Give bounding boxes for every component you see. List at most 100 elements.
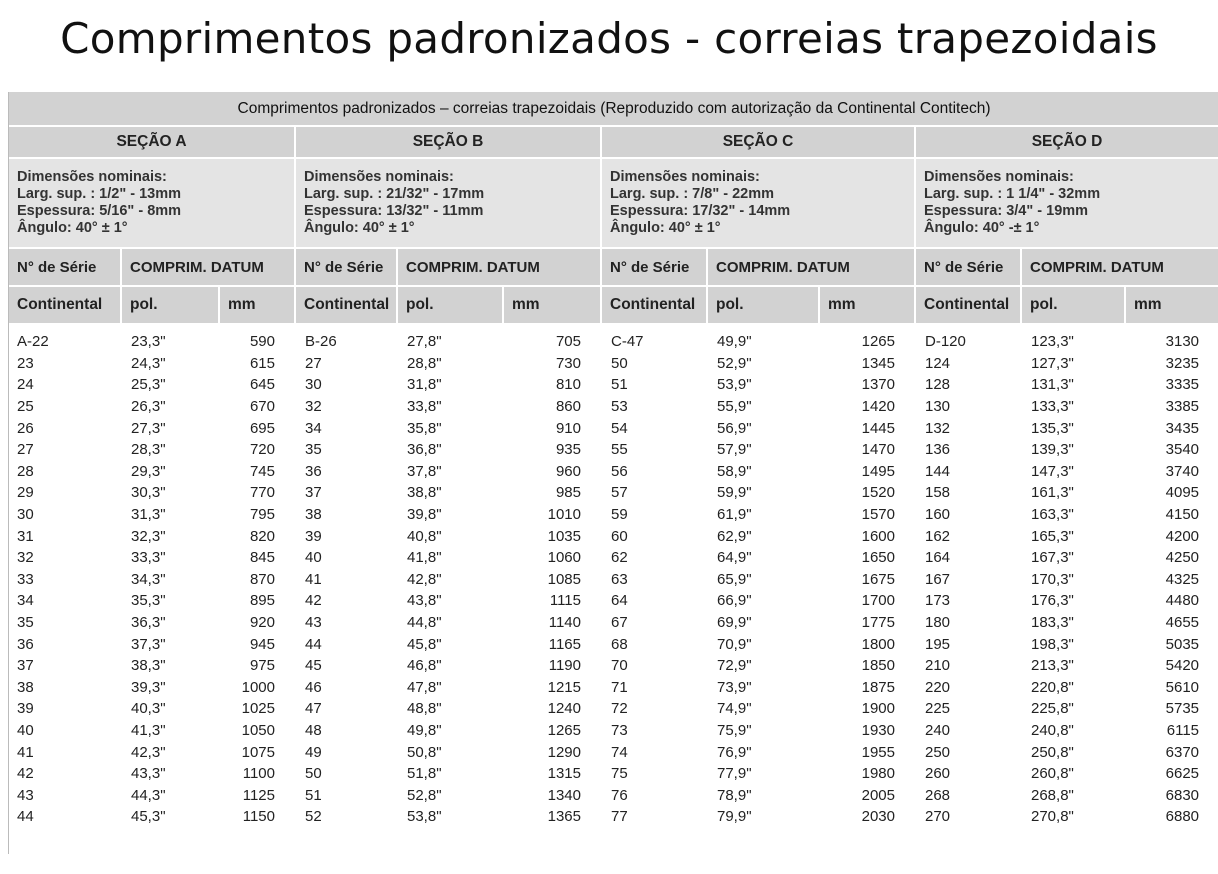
section-c-pol-cell: 75,9" — [717, 721, 752, 739]
section-c-serie-cell: 53 — [611, 398, 628, 416]
section-b-serie-cell: 50 — [305, 765, 322, 783]
section-a-mm-cell: 645 — [249, 376, 275, 394]
section-a-mm-cell: 745 — [249, 462, 275, 480]
mm-header: mm — [219, 286, 296, 325]
section-d-serie-cell: 173 — [925, 592, 951, 610]
pol-header: pol. — [121, 286, 220, 325]
section-c-pol-cell: 79,9" — [717, 808, 752, 826]
section-b-serie-cell: 41 — [305, 570, 322, 588]
section-d-pol-cell: 135,3" — [1031, 419, 1074, 437]
section-b-mm-cell: 960 — [555, 462, 581, 480]
thickness: Espessura: 17/32" - 14mm — [610, 203, 791, 219]
section-a-pol-cell: 36,3" — [131, 614, 166, 632]
section-c-serie-cell: 73 — [611, 721, 628, 739]
thickness: Espessura: 3/4" - 19mm — [924, 203, 1089, 219]
section-a-serie-cell: 42 — [17, 765, 34, 783]
section-a-mm-cell: 1025 — [241, 700, 275, 718]
section-c-serie-cell: 75 — [611, 765, 628, 783]
section-a-serie-cell: 30 — [17, 506, 34, 524]
section-b-pol-cell: 46,8" — [407, 657, 442, 675]
section-d-serie-cell: 268 — [925, 786, 951, 804]
table-row: 30 31,3" 795 38 39,8" 1010 59 61,9" 1570 160 163,3… — [9, 504, 1218, 526]
section-c-mm-cell: 1265 — [861, 333, 895, 351]
section-b-serie-cell: 44 — [305, 635, 322, 653]
section-c-serie-cell: 72 — [611, 700, 628, 718]
serie-header: N° de Série — [9, 248, 122, 287]
top-width: Larg. sup. : 7/8" - 22mm — [610, 186, 775, 202]
section-c-pol-cell: 57,9" — [717, 441, 752, 459]
section-a-serie-cell: 26 — [17, 419, 34, 437]
section-b-mm-cell: 1060 — [547, 549, 581, 567]
section-b-mm-cell: 1265 — [547, 721, 581, 739]
section-a-serie-cell: 28 — [17, 462, 34, 480]
section-a-mm-cell: 720 — [249, 441, 275, 459]
section-b-pol-cell: 41,8" — [407, 549, 442, 567]
section-b-pol-cell: 49,8" — [407, 721, 442, 739]
section-b-mm-cell: 1010 — [547, 506, 581, 524]
top-width: Larg. sup. : 1/2" - 13mm — [17, 186, 182, 202]
mm-header: mm — [819, 286, 916, 325]
section-a-pol-cell: 29,3" — [131, 462, 166, 480]
section-d-pol-cell: 131,3" — [1031, 376, 1074, 394]
section-a-pol-cell: 45,3" — [131, 808, 166, 826]
section-b-serie-cell: 38 — [305, 506, 322, 524]
section-c-pol-cell: 69,9" — [717, 614, 752, 632]
section-c-pol-cell: 70,9" — [717, 635, 752, 653]
table-row: 41 42,3" 1075 49 50,8" 1290 74 76,9" 1955 250 250,… — [9, 741, 1218, 763]
section-d-mm-cell: 4200 — [1165, 527, 1200, 545]
serie-header: N° de Série — [915, 248, 1022, 287]
thickness: Espessura: 13/32" - 11mm — [304, 203, 484, 219]
section-a-serie-cell: 43 — [17, 786, 34, 804]
section-c-serie-cell: 62 — [611, 549, 628, 567]
section-a-serie-cell: 32 — [17, 549, 34, 567]
section-b-mm-cell: 1365 — [547, 808, 581, 826]
nominal-dimensions-row: Dimensões nominais: Larg. sup. : 1/2" - … — [9, 158, 1218, 249]
section-b-pol-cell: 39,8" — [407, 506, 442, 524]
section-c-serie-cell: 74 — [611, 743, 628, 761]
table-row: 26 27,3" 695 34 35,8" 910 54 56,9" 1445 132 135,3"… — [9, 417, 1218, 439]
section-d-mm-cell: 4655 — [1165, 614, 1200, 632]
table-row: 29 30,3" 770 37 38,8" 985 57 59,9" 1520 158 161,3"… — [9, 482, 1218, 504]
section-b-serie-cell: 49 — [305, 743, 322, 761]
section-d-serie-cell: 162 — [925, 527, 951, 545]
thickness: Espessura: 5/16" - 8mm — [17, 203, 182, 219]
comprim-datum-header: COMPRIM. DATUM — [121, 248, 296, 287]
section-d-pol-cell: 123,3" — [1031, 333, 1074, 351]
section-c-mm-cell: 1370 — [861, 376, 895, 394]
section-c-serie-cell: 57 — [611, 484, 628, 502]
section-c-mm-cell: 1900 — [861, 700, 895, 718]
pol-header: pol. — [707, 286, 820, 325]
section-a-mm-cell: 845 — [249, 549, 275, 567]
section-d-serie-cell: 250 — [925, 743, 951, 761]
section-a-title: SEÇÃO A — [9, 126, 296, 159]
section-a-mm-cell: 975 — [249, 657, 275, 675]
section-a-mm-cell: 1075 — [241, 743, 275, 761]
table-row: A-22 23,3" 590 B-26 27,8" 705 C-47 49,9" 1265 D-1… — [9, 331, 1218, 353]
section-c-serie-cell: 54 — [611, 419, 628, 437]
continental-header: Continental — [295, 286, 398, 325]
section-d-serie-cell: D-120 — [925, 333, 966, 351]
section-c-pol-cell: 53,9" — [717, 376, 752, 394]
section-a-pol-cell: 41,3" — [131, 721, 166, 739]
section-c-pol-cell: 61,9" — [717, 506, 752, 524]
section-a-serie-cell: 23 — [17, 354, 34, 372]
section-a-serie-cell: 25 — [17, 398, 34, 416]
section-d-mm-cell: 3435 — [1165, 419, 1200, 437]
section-b-dimensions: Dimensões nominais: Larg. sup. : 21/32" … — [295, 158, 602, 249]
dimensions-heading: Dimensões nominais: — [17, 169, 167, 185]
section-a-pol-cell: 42,3" — [131, 743, 166, 761]
section-d-mm-cell: 5420 — [1165, 657, 1200, 675]
angle: Ângulo: 40° ± 1° — [17, 220, 128, 236]
section-d-pol-cell: 225,8" — [1031, 700, 1074, 718]
section-a-serie-cell: 40 — [17, 721, 34, 739]
table-caption-row: Comprimentos padronizados – correias tra… — [9, 92, 1218, 127]
section-b-serie-cell: 40 — [305, 549, 322, 567]
section-b-mm-cell: 1240 — [547, 700, 581, 718]
section-b-mm-cell: 1215 — [547, 678, 581, 696]
section-d-serie-cell: 210 — [925, 657, 951, 675]
section-d-serie-cell: 180 — [925, 614, 951, 632]
section-c-pol-cell: 59,9" — [717, 484, 752, 502]
section-b-serie-cell: 32 — [305, 398, 322, 416]
section-c-mm-cell: 1800 — [861, 635, 895, 653]
table-row: 23 24,3" 615 27 28,8" 730 50 52,9" 1345 124 127,3"… — [9, 353, 1218, 375]
